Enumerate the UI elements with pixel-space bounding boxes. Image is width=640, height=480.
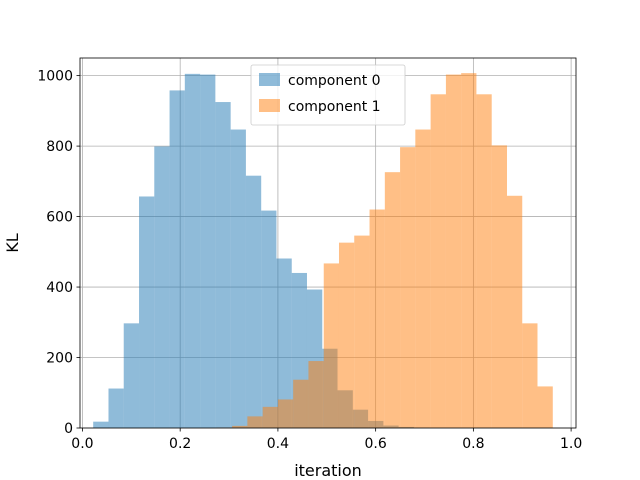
- histogram-bars: [93, 73, 553, 429]
- x-tick-label: 1.0: [560, 436, 582, 452]
- histogram-bar: [430, 94, 446, 429]
- histogram-bar: [169, 90, 185, 429]
- histogram-bar: [400, 147, 416, 428]
- plot-frame: [79, 57, 577, 429]
- histogram-bar: [308, 361, 324, 428]
- legend-swatch-component-1: [259, 99, 280, 112]
- x-tick-label: 0.8: [462, 436, 484, 452]
- histogram-bar: [232, 425, 248, 428]
- histogram-bar: [247, 416, 263, 428]
- histogram-bar: [461, 73, 477, 429]
- legend-label-component-0: component 0: [288, 73, 381, 89]
- series-component-1: [216, 73, 553, 429]
- legend-label-component-1: component 1: [288, 99, 381, 115]
- x-tick-label: 0.6: [365, 436, 387, 452]
- histogram-bar: [93, 421, 109, 428]
- histogram-bar: [261, 210, 277, 428]
- histogram-bar: [276, 258, 292, 428]
- y-tick-label: 400: [46, 280, 73, 296]
- histogram-bar: [245, 175, 262, 428]
- histogram-bar: [293, 379, 309, 428]
- histogram-bar: [123, 323, 140, 428]
- histogram-bar: [476, 94, 492, 429]
- y-tick-label: 200: [46, 351, 73, 367]
- legend-box: [250, 64, 406, 126]
- y-axis-label: KL: [3, 233, 22, 252]
- x-tick-label: 0.4: [267, 436, 289, 452]
- histogram-bar: [139, 196, 155, 428]
- histogram-bar: [108, 388, 124, 428]
- histogram-bar: [277, 399, 294, 428]
- y-tick-label: 0: [64, 421, 73, 437]
- histogram-bar: [491, 145, 507, 428]
- histogram-bar: [445, 74, 462, 429]
- histogram-bar: [215, 102, 231, 429]
- legend: component 0 component 1: [250, 64, 406, 126]
- x-tick-label: 0.0: [71, 436, 93, 452]
- histogram-bar: [354, 235, 370, 428]
- histogram-bar: [537, 386, 553, 428]
- y-tick-label: 1000: [37, 69, 73, 85]
- histogram-bar: [522, 323, 538, 428]
- y-tick-label: 600: [46, 210, 73, 226]
- histogram-bar: [384, 172, 401, 428]
- histogram-bar: [200, 74, 216, 429]
- x-tick-label: 0.2: [169, 436, 191, 452]
- histogram-bar: [369, 209, 385, 428]
- histogram-bar: [262, 406, 278, 428]
- y-tick-label: 800: [46, 139, 73, 155]
- histogram-bar: [415, 129, 431, 429]
- histogram-bar: [506, 195, 523, 428]
- x-axis-label: iteration: [294, 461, 362, 480]
- histogram-bar: [230, 129, 246, 429]
- histogram-bar: [338, 242, 355, 428]
- legend-swatch-component-0: [259, 73, 280, 86]
- histogram-bar: [184, 73, 201, 428]
- histogram-bar: [323, 263, 339, 428]
- axis-ticks: 0.0 0.2 0.4 0.6 0.8 1.0 0 200 400 600 800 1000: [37, 69, 582, 452]
- histogram-bar: [154, 146, 170, 428]
